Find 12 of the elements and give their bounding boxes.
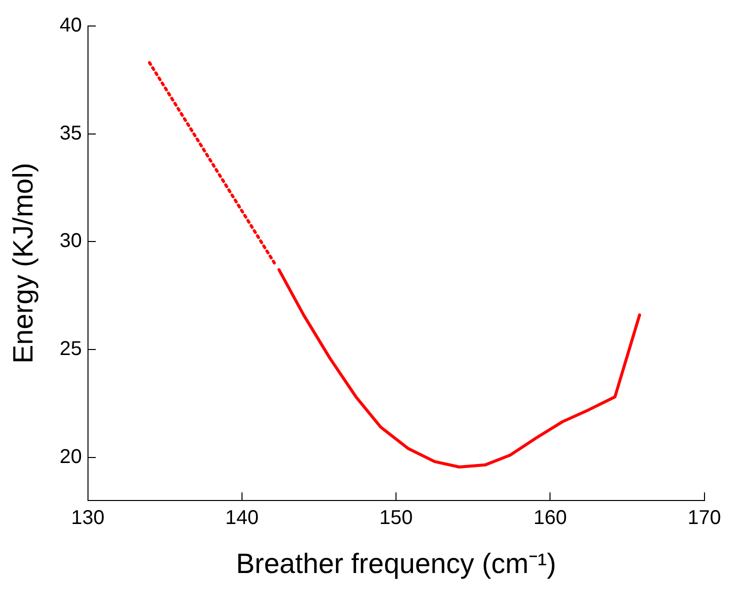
x-tick-label: 160	[534, 506, 567, 529]
y-tick-label: 20	[60, 446, 82, 468]
x-tick-label: 170	[688, 506, 722, 529]
y-tick-label: 30	[60, 230, 82, 252]
y-tick-label: 25	[60, 338, 82, 360]
x-tick-label: 130	[71, 506, 105, 529]
y-tick-label: 35	[60, 122, 82, 144]
x-tick-label: 150	[379, 506, 413, 529]
y-axis-title: Energy (KJ/mol)	[8, 162, 39, 364]
x-tick-label: 140	[225, 506, 259, 529]
y-tick-label: 40	[60, 14, 82, 37]
x-axis-title: Breather frequency (cm⁻¹)	[236, 548, 556, 579]
